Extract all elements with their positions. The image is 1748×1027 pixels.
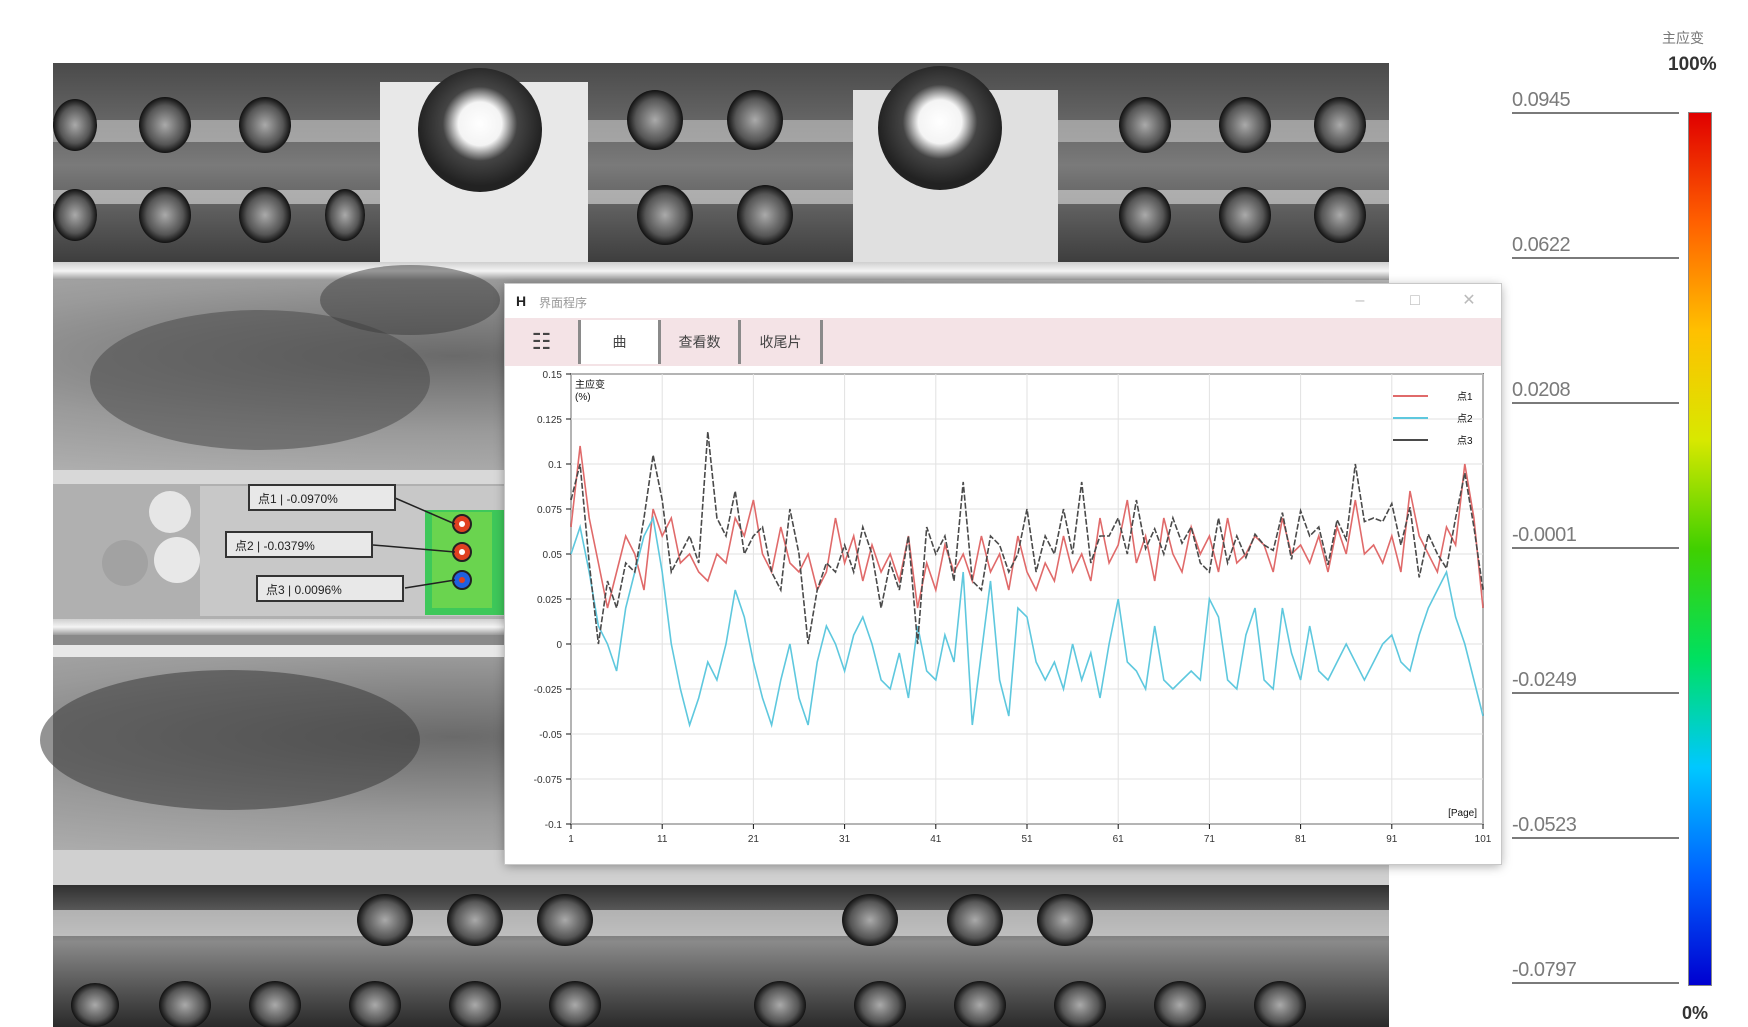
legend-label-3: 点3 <box>1457 435 1473 447</box>
x-axis-label: [Page] <box>1448 808 1477 819</box>
left-sensor-ball <box>418 68 542 192</box>
y-tick-label: 0 <box>556 640 562 651</box>
tab-view-data[interactable]: 查看数 <box>661 320 741 364</box>
colorbar-scale-value: -0.0797 <box>1512 959 1577 981</box>
y-tick-label: 0.15 <box>543 370 563 381</box>
colorbar-scale-line <box>1512 692 1679 694</box>
strain-line-chart: 0.15 0.125 0.1 0.075 0.05 0.025 0 -0.025 -0.05 -0… <box>534 370 1492 845</box>
top-holes <box>53 90 1366 245</box>
x-tick-label: 101 <box>1475 834 1492 845</box>
y-tick-label: -0.025 <box>534 685 563 696</box>
y-tick-label: -0.075 <box>534 775 563 786</box>
series-line-1 <box>570 445 1484 609</box>
colorbar-scale-line <box>1512 257 1679 259</box>
window-titlebar: H 界面程序 – □ ✕ <box>505 284 1501 318</box>
y-tick-label: 0.05 <box>543 550 563 561</box>
legend-label-2: 点2 <box>1457 413 1473 425</box>
tab-grid-icon[interactable]: ☷ <box>505 320 581 364</box>
x-tick-label: 21 <box>748 834 760 845</box>
colorbar-scale-line <box>1512 112 1679 114</box>
tab-end-slice[interactable]: 收尾片 <box>741 320 823 364</box>
app-logo: H <box>516 293 527 309</box>
tab-curve[interactable]: 曲 <box>581 320 661 364</box>
y-tick-label: -0.05 <box>539 730 562 741</box>
tab-bar: ☷ 曲 查看数 收尾片 <box>505 318 1501 366</box>
colorbar-scale-value: -0.0249 <box>1512 669 1577 691</box>
legend-label-1: 点1 <box>1457 391 1473 403</box>
colorbar-scale-value: -0.0523 <box>1512 814 1577 836</box>
x-tick-label: 71 <box>1204 834 1216 845</box>
colorbar-gradient <box>1688 112 1712 986</box>
minimize-button[interactable]: – <box>1355 292 1365 309</box>
y-tick-label: 0.075 <box>537 505 562 516</box>
x-tick-label: 11 <box>657 834 668 845</box>
colorbar-scale-value: 0.0945 <box>1512 89 1571 111</box>
point-3-tag: 点3 | 0.0096% <box>256 575 404 602</box>
y-tick-label: -0.1 <box>545 820 563 831</box>
y-tick-label: 0.125 <box>537 415 562 426</box>
window-title: 界面程序 <box>539 296 588 310</box>
colorbar-max-label: 100% <box>1668 54 1717 75</box>
colorbar-scale-value: -0.0001 <box>1512 524 1577 546</box>
colorbar-scale-line <box>1512 837 1679 839</box>
colorbar-scale-line <box>1512 982 1679 984</box>
measurement-points <box>452 514 472 590</box>
point-2-tag: 点2 | -0.0379% <box>225 531 373 558</box>
colorbar-min-label: 0% <box>1682 1003 1709 1023</box>
x-tick-label: 51 <box>1021 834 1033 845</box>
x-tick-label: 1 <box>568 834 574 845</box>
curve-window: H 界面程序 – □ ✕ ☷ 曲 查看数 收尾片 0.15 0.125 0.1 0.0… <box>505 284 1501 864</box>
colorbar-scale-value: 0.0208 <box>1512 379 1571 401</box>
y-tick-label: 0.025 <box>537 595 562 606</box>
series-line-3 <box>570 431 1484 645</box>
colorbar-scale-value: 0.0622 <box>1512 234 1571 256</box>
y-tick-label: 0.1 <box>548 460 562 471</box>
close-button[interactable]: ✕ <box>1462 292 1476 309</box>
colorbar-scale-line <box>1512 547 1679 549</box>
x-tick-label: 31 <box>839 834 851 845</box>
y-axis-label: 主应变 <box>575 378 605 391</box>
colorbar-title: 主应变 <box>1662 30 1704 46</box>
bottom-holes <box>71 894 1306 1027</box>
colorbar-scale-line <box>1512 402 1679 404</box>
maximize-button[interactable]: □ <box>1410 292 1420 309</box>
series-line-2 <box>570 515 1484 729</box>
point-1-tag: 点1 | -0.0970% <box>248 484 396 511</box>
x-tick-label: 41 <box>930 834 942 845</box>
y-axis-label: (%) <box>575 392 591 403</box>
x-tick-label: 81 <box>1295 834 1307 845</box>
x-tick-label: 91 <box>1386 834 1398 845</box>
x-tick-label: 61 <box>1113 834 1125 845</box>
right-sensor-ball <box>878 66 1002 190</box>
